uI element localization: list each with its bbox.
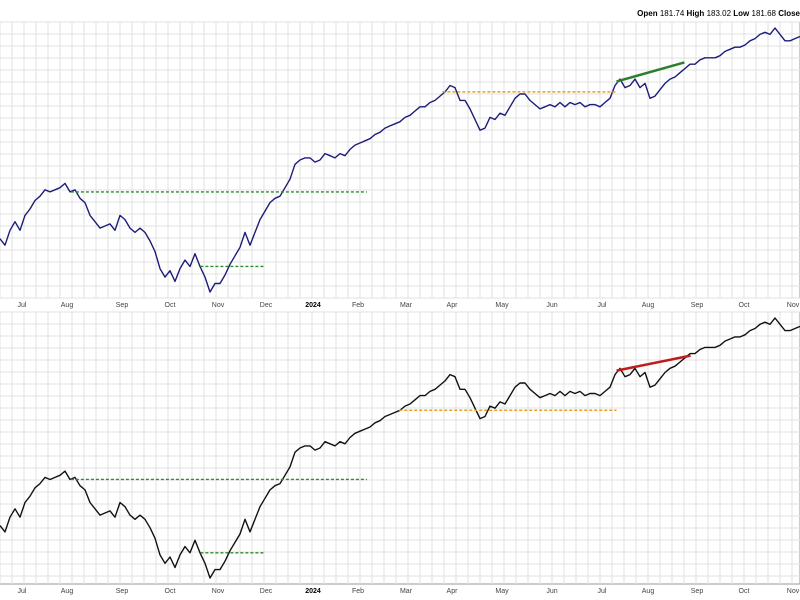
top-x-tick-label: Jun (546, 302, 557, 309)
bottom-x-tick-label: Nov (212, 588, 225, 595)
low-value: 181.68 (751, 9, 776, 18)
bottom-x-tick-label: Feb (352, 588, 364, 595)
top-x-tick-label: Mar (400, 302, 413, 309)
bottom-x-tick-label: May (495, 588, 509, 595)
open-value: 181.74 (659, 9, 685, 18)
top-x-tick-label: Sep (116, 302, 129, 309)
top-trendline-3 (616, 61, 685, 83)
high-value: 183.02 (706, 9, 732, 18)
bottom-x-tick-label: 2024 (305, 588, 321, 595)
top-x-tick-label: Oct (739, 302, 750, 309)
top-x-tick-label: Nov (212, 302, 225, 309)
bottom-x-tick-label: Mar (400, 588, 413, 595)
top-x-tick-label: Dec (260, 302, 273, 309)
bottom-x-tick-label: Apr (447, 588, 459, 595)
bottom-x-tick-label: Jul (598, 588, 607, 595)
bottom-x-tick-label: Sep (116, 588, 129, 595)
bottom-x-tick-label: Aug (61, 588, 74, 595)
top-x-tick-label: Aug (61, 302, 74, 309)
low-label: Low (733, 9, 750, 18)
ohlc-readout: Open 181.74 High 183.02 Low 181.68 Close (637, 9, 800, 18)
bottom-x-tick-label: Dec (260, 588, 273, 595)
bottom-x-tick-label: Aug (642, 588, 655, 595)
bottom-x-tick-label: Nov (787, 588, 800, 595)
bottom-x-tick-label: Jul (18, 588, 27, 595)
close-label: Close (778, 9, 800, 18)
top-x-tick-label: Jul (18, 302, 27, 309)
bottom-trendline-3 (616, 354, 691, 372)
top-x-tick-label: Aug (642, 302, 655, 309)
top-x-tick-label: Jul (598, 302, 607, 309)
bottom-x-tick-label: Oct (739, 588, 750, 595)
top-x-tick-label: Apr (447, 302, 459, 309)
bottom-x-tick-label: Sep (691, 588, 704, 595)
top-x-tick-label: Oct (165, 302, 176, 309)
bottom-x-tick-label: Oct (165, 588, 176, 595)
bottom-price-panel: Jul Aug Sep Oct Nov Dec 2024 Feb Mar Apr May Jun Jul… (0, 311, 800, 595)
top-x-tick-label: Nov (787, 302, 800, 309)
top-x-tick-label: Feb (352, 302, 364, 309)
top-x-tick-label: 2024 (305, 302, 321, 309)
open-label: Open (637, 9, 658, 18)
top-price-panel: Jul Aug Sep Oct Nov Dec 2024 Feb Mar Apr May Jun Jul… (0, 21, 800, 309)
high-label: High (686, 9, 705, 18)
bottom-x-tick-label: Jun (546, 588, 557, 595)
top-x-tick-label: May (495, 302, 509, 309)
top-price-series-line (0, 27, 800, 293)
top-x-tick-label: Sep (691, 302, 704, 309)
